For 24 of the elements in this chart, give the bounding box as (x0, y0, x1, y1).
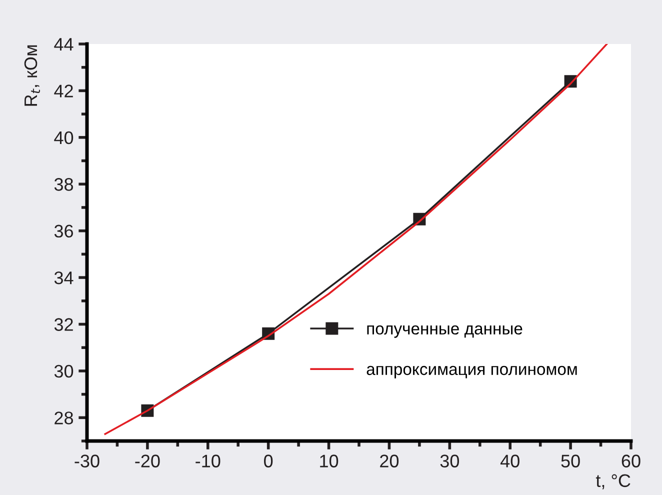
x-tick-label: 10 (320, 454, 338, 468)
x-tick-label: 0 (264, 454, 273, 468)
x-tick-label: -20 (135, 454, 160, 468)
x-tick-label: 20 (380, 454, 399, 468)
y-tick-label: 32 (54, 318, 73, 331)
x-tick-label: 50 (561, 454, 580, 468)
y-tick-label: 44 (54, 38, 74, 51)
y-tick-label: 42 (54, 84, 73, 98)
y-tick-label: 28 (54, 412, 74, 424)
x-tick-label: 40 (500, 454, 520, 468)
x-tick-label: 30 (440, 454, 460, 468)
x-tick-label: 60 (622, 454, 640, 468)
line-series (104, 44, 608, 435)
y-tick-label: 34 (54, 271, 74, 284)
y-tick-label: 30 (54, 364, 74, 378)
x-axis-title: t, °C (596, 474, 630, 490)
y-axis-title: R$_{t}$, кОм (24, 45, 40, 106)
legend-label: аппроксимация полиномом (366, 366, 577, 378)
y-tick-label: 36 (54, 224, 74, 238)
y-tick-label: 38 (54, 178, 74, 191)
legend-label: полученные данные (367, 325, 522, 338)
x-tick-label: -10 (196, 454, 220, 468)
y-tick-label: 40 (54, 131, 74, 144)
x-tick-label: -30 (74, 454, 100, 468)
